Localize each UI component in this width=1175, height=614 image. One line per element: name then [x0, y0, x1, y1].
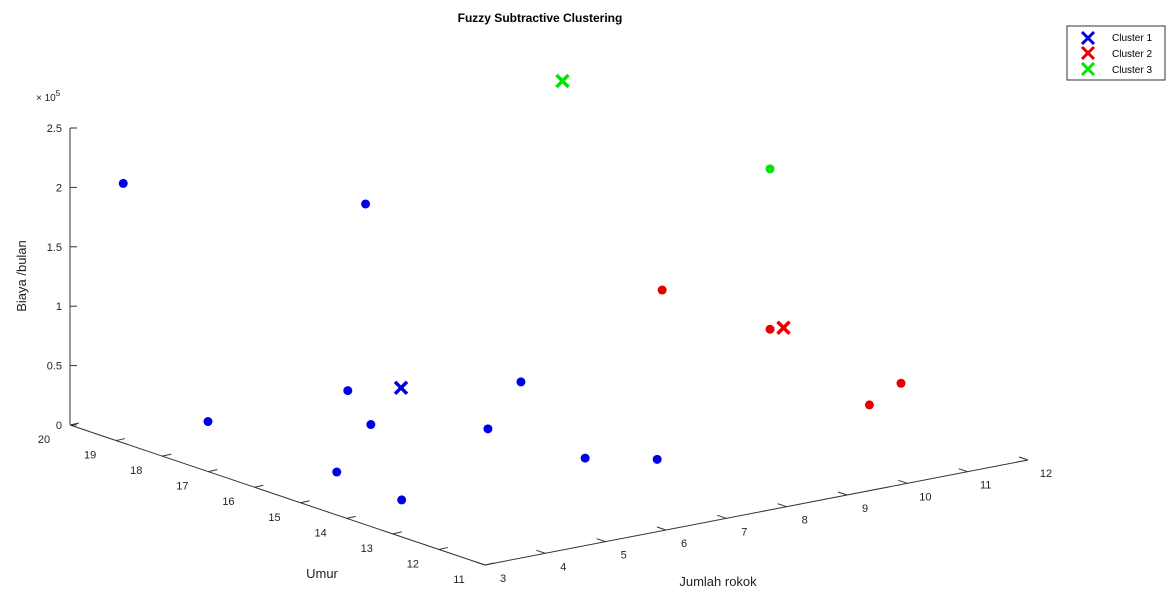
x-tick-mark	[717, 514, 727, 519]
legend-marker-cluster-2	[1080, 45, 1096, 61]
cluster-center-2	[776, 320, 791, 335]
x-tick-label: 6	[681, 538, 687, 550]
y-tick-label: 12	[407, 558, 419, 570]
x-tick-mark	[837, 491, 848, 496]
y-tick-mark	[438, 546, 448, 550]
x-tick-mark	[777, 503, 787, 508]
y-tick-mark	[208, 469, 218, 473]
y-axis-label: Umur	[306, 566, 338, 581]
y-tick-mark	[346, 515, 356, 519]
data-point-cluster-1	[652, 454, 662, 464]
z-tick-label: 1.5	[47, 242, 62, 254]
y-tick-label: 19	[84, 450, 96, 462]
x-axis-label: Jumlah rokok	[679, 574, 757, 589]
z-tick-label: 0	[56, 420, 62, 432]
z-tick-label: 1	[56, 301, 62, 313]
points-layer	[118, 73, 906, 505]
x-axis-line	[484, 459, 1029, 566]
cluster-center-3	[555, 73, 570, 89]
data-point-cluster-3	[765, 164, 775, 174]
data-point-cluster-2	[765, 324, 775, 334]
z-exponent-base: × 10	[36, 93, 56, 104]
legend-label-cluster-1: Cluster 1	[1112, 33, 1152, 44]
y-tick-label: 18	[130, 465, 142, 477]
data-point-cluster-2	[657, 285, 667, 295]
x-tick-label: 4	[560, 561, 566, 573]
ticks-layer: 3 4 5 6 7 8 9 10 11 12 11 12 13 14 15 16 17 18 19 20 0 0.5 1 1.…	[38, 123, 1052, 586]
y-tick-mark	[484, 562, 495, 566]
y-tick-label: 13	[361, 543, 373, 555]
legend-entry-cluster-2: Cluster 2	[1080, 45, 1152, 61]
legend-entry-cluster-3: Cluster 3	[1080, 61, 1152, 77]
x-tick-mark	[536, 549, 546, 554]
x-tick-mark	[958, 468, 968, 473]
x-tick-mark	[475, 561, 486, 566]
x-tick-label: 5	[621, 550, 627, 562]
x-tick-label: 11	[980, 480, 991, 492]
y-tick-label: 16	[222, 496, 234, 508]
data-point-cluster-1	[580, 453, 590, 463]
z-exponent-label: × 105	[36, 89, 61, 104]
z-axis-label: Biaya /bulan	[14, 240, 29, 312]
y-tick-mark	[162, 453, 172, 457]
x-tick-label: 10	[919, 491, 931, 503]
data-point-cluster-1	[203, 417, 213, 427]
data-point-cluster-1	[361, 199, 371, 209]
x-tick-label: 12	[1040, 468, 1052, 480]
legend-label-cluster-2: Cluster 2	[1112, 49, 1152, 60]
y-tick-label: 17	[176, 481, 188, 493]
y-tick-label: 20	[38, 434, 50, 446]
y-tick-label: 14	[315, 527, 327, 539]
chart-title: Fuzzy Subtractive Clustering	[458, 11, 623, 25]
data-point-cluster-1	[366, 420, 376, 430]
x-tick-mark	[1018, 456, 1029, 461]
data-point-cluster-2	[864, 400, 874, 410]
legend: Cluster 1 Cluster 2 Cluster 3	[1066, 25, 1166, 81]
legend-entry-cluster-1: Cluster 1	[1080, 30, 1152, 46]
y-axis-line	[69, 424, 486, 566]
y-tick-mark	[300, 500, 310, 504]
x-tick-mark	[596, 538, 606, 543]
z-tick-label: 2.5	[47, 123, 62, 135]
data-point-cluster-1	[397, 495, 407, 505]
z-tick-label: 0.5	[47, 361, 62, 373]
x-tick-label: 3	[500, 573, 506, 585]
y-tick-label: 11	[453, 574, 464, 586]
y-tick-mark	[254, 484, 264, 488]
x-tick-label: 7	[741, 526, 747, 538]
data-point-cluster-1	[516, 377, 526, 387]
data-point-cluster-1	[118, 178, 128, 188]
y-tick-mark	[116, 438, 126, 442]
axes-layer	[69, 128, 1029, 566]
legend-marker-cluster-3	[1080, 61, 1096, 77]
data-point-cluster-1	[483, 424, 493, 434]
z-tick-label: 2	[56, 182, 62, 194]
x-tick-mark	[656, 526, 667, 531]
data-point-cluster-1	[343, 386, 353, 396]
legend-label-cluster-3: Cluster 3	[1112, 65, 1152, 76]
x-tick-label: 9	[862, 503, 868, 515]
legend-marker-cluster-1	[1080, 30, 1096, 46]
z-exponent-power: 5	[56, 89, 61, 98]
data-point-cluster-1	[332, 467, 342, 477]
x-tick-label: 8	[802, 515, 808, 527]
y-tick-label: 15	[268, 512, 280, 524]
x-tick-mark	[898, 479, 908, 484]
y-tick-mark	[392, 531, 402, 535]
data-point-cluster-2	[896, 378, 906, 388]
cluster-center-1	[393, 380, 409, 396]
